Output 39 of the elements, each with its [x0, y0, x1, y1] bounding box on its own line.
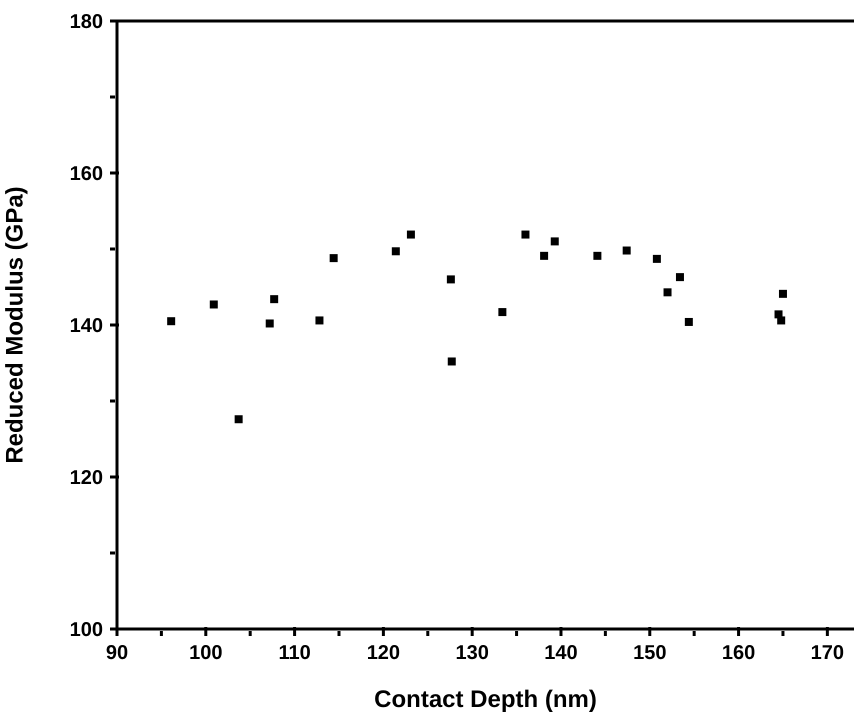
point — [664, 288, 672, 296]
y-tick-label: 180 — [70, 11, 103, 33]
point — [406, 230, 415, 239]
point — [684, 318, 693, 326]
point — [676, 273, 684, 282]
point — [446, 275, 455, 284]
point — [315, 316, 324, 324]
point — [540, 252, 548, 260]
y-axis-title: Reduced Modulus (GPa) — [2, 186, 29, 464]
point — [210, 300, 218, 308]
y-tick-label: 100 — [70, 619, 103, 641]
point — [330, 254, 338, 262]
point — [448, 357, 456, 366]
point — [593, 252, 602, 260]
point — [778, 290, 787, 298]
x-tick-label: 160 — [722, 642, 756, 664]
point — [266, 319, 274, 328]
point — [777, 316, 786, 324]
point — [498, 308, 506, 316]
point — [652, 254, 661, 263]
x-tick-label: 100 — [189, 642, 222, 664]
point — [550, 237, 559, 246]
point — [234, 415, 243, 424]
point — [622, 246, 631, 255]
point — [167, 317, 176, 326]
x-tick-label: 140 — [544, 642, 578, 664]
x-tick-label: 130 — [455, 642, 489, 664]
x-axis-title: Contact Depth (nm) — [374, 686, 597, 713]
point — [392, 247, 400, 256]
point — [270, 295, 278, 304]
x-tick-label: 170 — [810, 642, 844, 664]
point — [521, 230, 530, 239]
x-tick-label: 90 — [106, 642, 128, 664]
x-tick-label: 120 — [366, 642, 400, 664]
x-tick-label: 150 — [633, 642, 666, 664]
y-tick-label: 120 — [70, 467, 103, 489]
y-tick-label: 160 — [70, 163, 103, 185]
x-tick-label: 110 — [278, 642, 311, 664]
y-tick-label: 140 — [70, 315, 103, 337]
